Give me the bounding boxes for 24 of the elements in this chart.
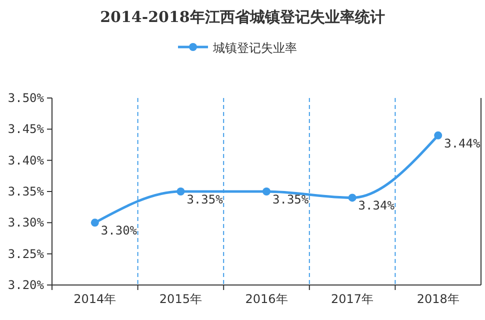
x-tick-label: 2014年 xyxy=(74,292,116,306)
y-tick-label: 3.30% xyxy=(8,216,45,230)
y-tick-label: 3.25% xyxy=(8,246,45,261)
point xyxy=(262,188,270,196)
y-tick-label: 3.35% xyxy=(8,184,45,198)
chart-title: 2014-2018年江西省城镇登记失业率统计 xyxy=(100,8,385,26)
x-tick-label: 2015年 xyxy=(159,292,202,306)
y-tick-label: 3.40% xyxy=(8,153,45,168)
y-tick-label: 3.50% xyxy=(8,91,45,105)
y-tick-label: 3.45% xyxy=(8,122,45,136)
x-tick-label: 2018年 xyxy=(416,292,460,306)
point xyxy=(348,194,356,202)
x-tick-label: 2017年 xyxy=(331,292,374,306)
point xyxy=(434,131,442,140)
y-tick-label: 3.20% xyxy=(8,278,45,292)
data-label: 3.35% xyxy=(272,192,310,206)
data-label: 3.35% xyxy=(186,192,224,206)
data-label: 3.30% xyxy=(100,224,138,238)
point xyxy=(176,188,185,196)
point xyxy=(90,218,99,227)
legend-label: 城镇登记失业率 xyxy=(212,41,297,55)
x-tick-label: 2016年 xyxy=(245,292,288,306)
data-label: 3.44% xyxy=(444,136,481,150)
data-label: 3.34% xyxy=(358,198,396,213)
